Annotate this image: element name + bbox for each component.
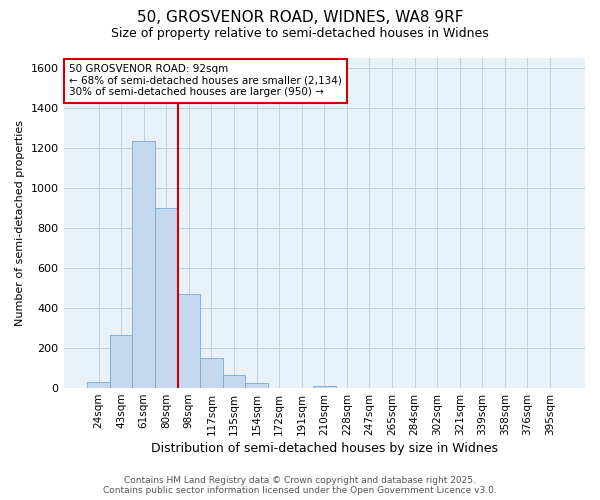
- X-axis label: Distribution of semi-detached houses by size in Widnes: Distribution of semi-detached houses by …: [151, 442, 498, 455]
- Bar: [313, 386, 335, 388]
- Bar: [245, 383, 268, 388]
- Bar: [133, 140, 155, 388]
- Bar: [87, 382, 110, 388]
- Bar: [110, 335, 133, 388]
- Text: 50 GROSVENOR ROAD: 92sqm
← 68% of semi-detached houses are smaller (2,134)
30% o: 50 GROSVENOR ROAD: 92sqm ← 68% of semi-d…: [69, 64, 341, 98]
- Text: Contains HM Land Registry data © Crown copyright and database right 2025.
Contai: Contains HM Land Registry data © Crown c…: [103, 476, 497, 495]
- Text: 50, GROSVENOR ROAD, WIDNES, WA8 9RF: 50, GROSVENOR ROAD, WIDNES, WA8 9RF: [137, 10, 463, 25]
- Text: Size of property relative to semi-detached houses in Widnes: Size of property relative to semi-detach…: [111, 28, 489, 40]
- Bar: [155, 208, 178, 388]
- Y-axis label: Number of semi-detached properties: Number of semi-detached properties: [15, 120, 25, 326]
- Bar: [200, 358, 223, 388]
- Bar: [223, 375, 245, 388]
- Bar: [178, 294, 200, 388]
